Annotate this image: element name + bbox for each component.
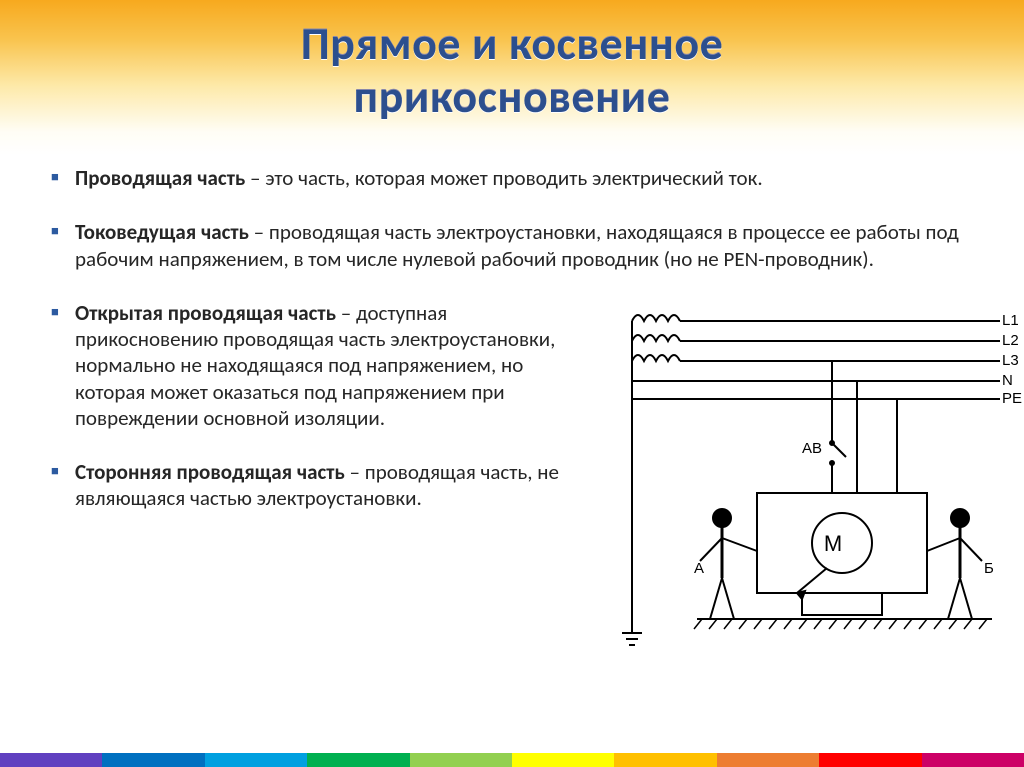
term: Открытая проводящая часть [75,300,336,326]
color-segment [0,753,102,767]
label-breaker: АВ [802,440,822,457]
color-segment [819,753,921,767]
term: Проводящая часть [75,165,245,191]
list-item: Открытая проводящая часть – доступная пр… [45,300,565,431]
color-segment [614,753,716,767]
title-line-2: прикосновение [354,69,671,125]
page-title: Прямое и косвенное прикосновение [0,0,1024,124]
rainbow-footer [0,753,1024,767]
color-segment [102,753,204,767]
list-item: Токоведущая часть – проводящая часть эле… [45,219,979,272]
color-segment [922,753,1024,767]
term: Токоведущая часть [75,219,249,245]
definition-text: – это часть, которая может проводить эле… [245,165,762,191]
content-area: Проводящая часть – это часть, которая мо… [0,155,1024,512]
color-segment [717,753,819,767]
label-l3: L3 [1002,352,1019,369]
color-segment [410,753,512,767]
title-line-1: Прямое и косвенное [301,16,724,72]
list-item: Сторонняя проводящая часть – проводящая … [45,459,565,512]
electrical-diagram: L1 L2 L3 N PE АВ M А Б [602,303,1024,653]
label-pe: PE [1002,390,1022,407]
term: Сторонняя проводящая часть [75,459,345,485]
label-l2: L2 [1002,332,1019,349]
color-segment [205,753,307,767]
list-item: Проводящая часть – это часть, которая мо… [45,165,979,191]
label-person-a: А [694,560,704,577]
label-person-b: Б [984,560,994,577]
header-gradient: Прямое и косвенное прикосновение [0,0,1024,155]
label-l1: L1 [1002,312,1019,329]
color-segment [512,753,614,767]
label-n: N [1002,372,1013,389]
color-segment [307,753,409,767]
label-motor: M [824,531,842,556]
